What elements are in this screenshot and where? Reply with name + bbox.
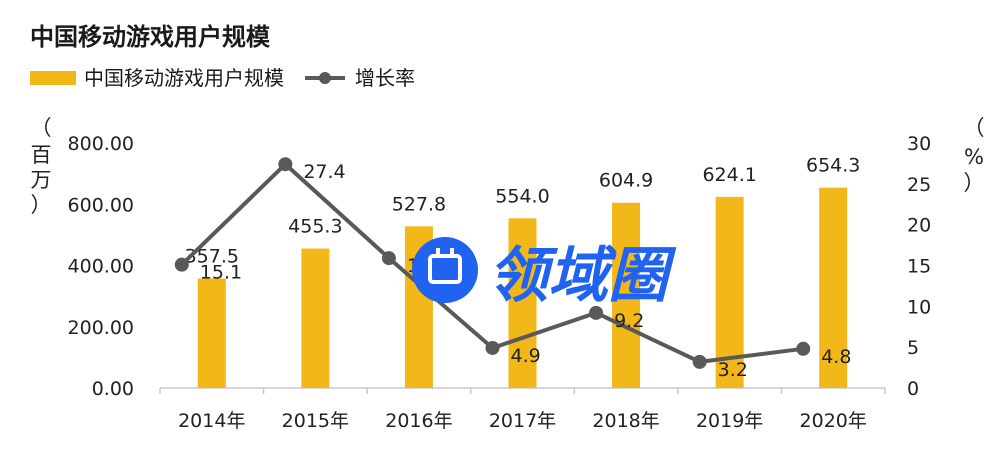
left-tick-label: 200.00 [68, 317, 134, 339]
left-unit-char: ） [31, 193, 52, 217]
left-axis-unit: （ 百万） [31, 116, 52, 217]
growth-point [692, 354, 707, 369]
growth-point [796, 341, 811, 356]
x-tick-label: 2019年 [696, 410, 763, 432]
bar-value-label: 624.1 [702, 164, 756, 186]
growth-point [174, 257, 189, 272]
growth-point [278, 157, 293, 172]
right-axis-unit: （%） [964, 116, 985, 195]
legend: 中国移动游戏用户规模 增长率 [30, 66, 415, 90]
chart-title: 中国移动游戏用户规模 [30, 23, 271, 51]
x-tick-label: 2015年 [282, 410, 349, 432]
bar [197, 278, 226, 388]
legend-bar-swatch [30, 71, 76, 85]
right-tick-label: 20 [907, 215, 931, 237]
bar [508, 218, 537, 388]
growth-value-label: 27.4 [303, 161, 345, 183]
left-tick-label: 400.00 [68, 256, 134, 278]
growth-value-label: 15.1 [200, 262, 242, 284]
left-unit-char: 百 [31, 143, 52, 167]
right-tick-label: 10 [907, 296, 931, 318]
line-series [174, 157, 811, 369]
right-tick-label: 5 [907, 337, 919, 359]
bar-value-label: 654.3 [806, 155, 860, 177]
right-tick-label: 0 [907, 378, 919, 400]
growth-value-label: 9.2 [614, 310, 644, 332]
left-unit-char: （ [31, 116, 52, 140]
left-axis-ticks: 800.00 600.00 400.00 200.00 0.00 [68, 133, 134, 400]
growth-value-label: 3.2 [718, 359, 748, 381]
watermark: 领域圈 [412, 237, 677, 311]
watermark-text: 领域圈 [488, 241, 677, 311]
bar-value-label: 604.9 [599, 170, 653, 192]
legend-label-bar: 中国移动游戏用户规模 [84, 66, 284, 90]
right-unit-char: （ [964, 116, 985, 140]
bar-value-label: 554.0 [495, 185, 549, 207]
bar [612, 202, 641, 388]
left-unit-char: 万 [31, 168, 52, 192]
right-unit-char: ） [964, 171, 985, 195]
growth-value-label: 4.8 [821, 346, 851, 368]
x-tick-label: 2016年 [385, 410, 452, 432]
x-tick-label: 2014年 [178, 410, 245, 432]
right-unit-char: % [964, 145, 984, 169]
watermark-logo-icon [412, 237, 478, 303]
left-tick-label: 800.00 [68, 133, 134, 155]
bar-value-label: 455.3 [288, 216, 342, 238]
right-tick-label: 15 [907, 256, 931, 278]
x-tick-label: 2018年 [592, 410, 659, 432]
legend-line-marker [319, 72, 331, 84]
right-tick-label: 25 [907, 174, 931, 196]
growth-point [485, 340, 500, 355]
x-axis: 2014年 2015年 2016年 2017年 2018年 2019年 2020年 [159, 387, 886, 432]
growth-value-label: 4.9 [511, 345, 541, 367]
growth-point [589, 305, 604, 320]
bar-value-label: 527.8 [392, 193, 446, 215]
growth-point [381, 251, 396, 266]
bar [819, 187, 848, 388]
left-tick-label: 0.00 [92, 378, 134, 400]
legend-label-line: 增长率 [355, 66, 415, 90]
x-tick-label: 2017年 [489, 410, 556, 432]
bar-series [197, 187, 848, 388]
x-tick-label: 2020年 [800, 410, 867, 432]
left-tick-label: 600.00 [68, 194, 134, 216]
right-axis-ticks: 30 25 20 15 10 5 0 [907, 133, 931, 400]
right-tick-label: 30 [907, 133, 931, 155]
bar [301, 248, 330, 388]
